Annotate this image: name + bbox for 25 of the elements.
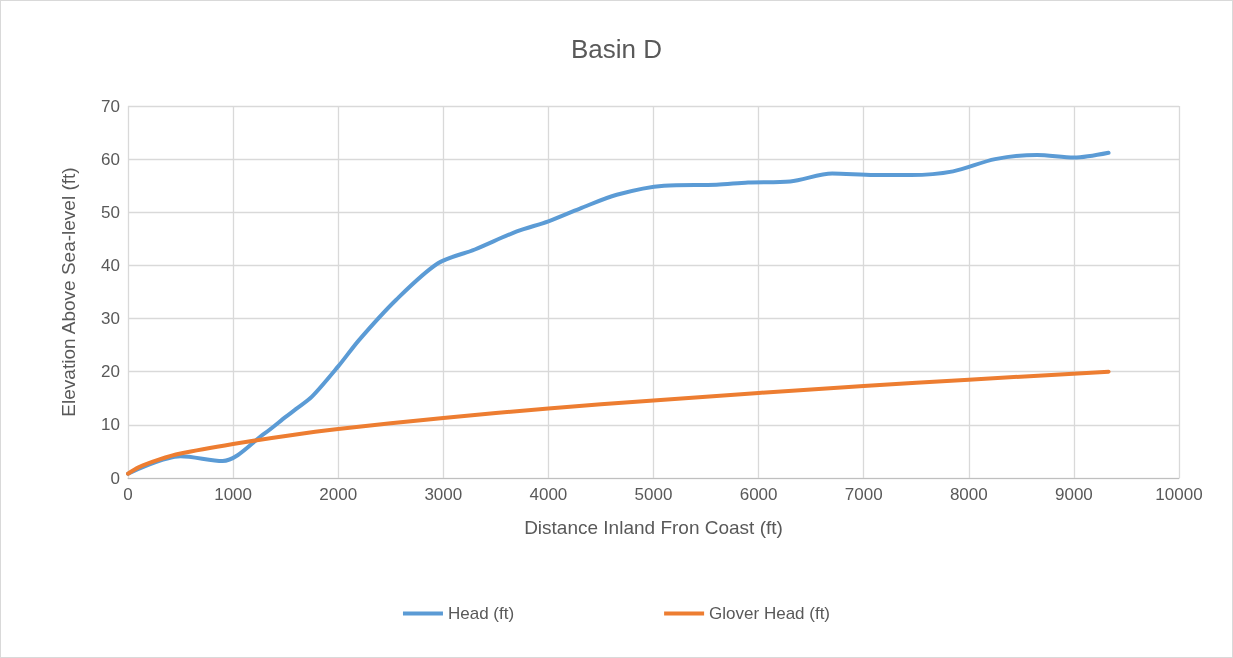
x-tick-label: 2000 (319, 485, 358, 504)
x-tick-label: 5000 (634, 485, 673, 504)
x-tick-label: 7000 (844, 485, 883, 504)
y-tick-label: 20 (101, 362, 120, 382)
y-tick-label: 30 (101, 309, 120, 329)
x-tick-label: 6000 (739, 485, 778, 504)
x-tick-label: 9000 (1054, 485, 1093, 504)
legend-label: Head (ft) (447, 604, 515, 623)
y-axis-title: Elevation Above Sea-level (ft) (58, 167, 79, 417)
x-tick-label: 1000 (214, 485, 253, 504)
x-axis-title: Distance Inland Fron Coast (ft) (524, 517, 783, 538)
x-tick-label: 8000 (949, 485, 988, 504)
line-series (126, 369, 1111, 476)
chart-title: Basin D (570, 34, 663, 64)
x-tick-label: 3000 (424, 485, 463, 504)
legend-label: Glover Head (ft) (709, 604, 831, 623)
y-tick-label: 70 (101, 96, 120, 116)
y-tick-label: 10 (101, 415, 120, 435)
y-tick-label: 60 (101, 149, 120, 169)
x-tick-label: 4000 (529, 485, 568, 504)
y-tick-label: 50 (101, 202, 120, 222)
x-tick-label: 0 (123, 485, 133, 504)
y-tick-label: 40 (101, 255, 120, 275)
x-tick-label: 10000 (1155, 485, 1203, 504)
y-tick-label: 0 (110, 468, 120, 488)
